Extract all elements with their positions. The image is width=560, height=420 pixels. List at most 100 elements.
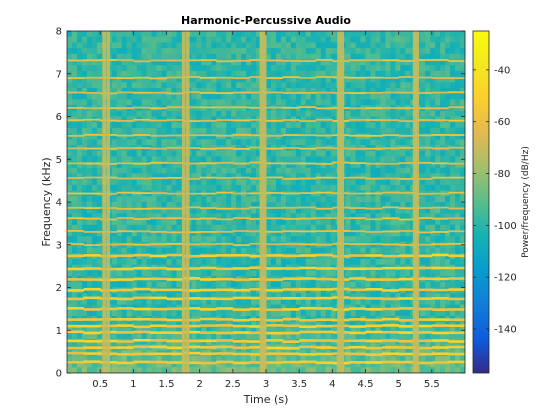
heatmap-cell [420, 196, 426, 203]
heatmap-cell [285, 179, 292, 186]
harmonic-band [249, 340, 267, 343]
heatmap-cell [425, 156, 431, 163]
heatmap-cell [445, 298, 451, 306]
heatmap-cell [71, 42, 78, 49]
heatmap-cell [166, 213, 173, 220]
heatmap-cell [156, 150, 163, 157]
heatmap-cell [275, 93, 282, 100]
heatmap-cell [246, 293, 252, 300]
heatmap-cell [251, 93, 257, 100]
heatmap-cell [280, 241, 287, 249]
heatmap-cell [226, 88, 232, 95]
heatmap-cell [270, 333, 277, 340]
heatmap-cell [325, 133, 332, 140]
heatmap-cell [221, 213, 227, 220]
heatmap-cell [91, 110, 98, 118]
heatmap-cell [71, 167, 78, 175]
heatmap-cell [141, 298, 148, 306]
heatmap-cell [400, 236, 406, 243]
heatmap-cell [270, 179, 277, 186]
heatmap-cell [300, 139, 307, 146]
heatmap-cell [226, 281, 232, 289]
heatmap-cell [425, 327, 431, 334]
heatmap-cell [430, 70, 436, 78]
heatmap-cell [111, 162, 118, 169]
heatmap-cell [400, 122, 406, 129]
heatmap-cell [251, 82, 257, 89]
heatmap-cell [455, 304, 461, 311]
heatmap-cell [256, 93, 262, 100]
heatmap-cell [425, 31, 431, 38]
heatmap-cell [320, 110, 327, 118]
heatmap-cell [440, 70, 446, 78]
heatmap-cell [91, 167, 98, 175]
harmonic-band [431, 352, 449, 356]
heatmap-cell [221, 53, 227, 61]
heatmap-cell [156, 293, 163, 300]
heatmap-cell [365, 31, 372, 38]
harmonic-band [348, 352, 366, 356]
heatmap-cell [96, 53, 103, 61]
heatmap-cell [370, 327, 377, 334]
heatmap-cell [390, 31, 396, 38]
heatmap-cell [445, 93, 451, 100]
heatmap-cell [241, 196, 247, 203]
heatmap-cell [390, 293, 396, 300]
heatmap-cell [211, 70, 217, 78]
heatmap-cell [196, 133, 202, 140]
heatmap-cell [216, 241, 222, 249]
heatmap-cell [395, 230, 401, 237]
heatmap-cell [395, 190, 401, 197]
heatmap-cell [196, 247, 202, 254]
heatmap-cell [131, 93, 138, 100]
heatmap-cell [315, 53, 322, 61]
heatmap-cell [156, 207, 163, 214]
heatmap-cell [116, 361, 123, 368]
heatmap-cell [370, 241, 377, 249]
heatmap-cell [345, 219, 352, 226]
heatmap-cell [151, 139, 158, 146]
heatmap-cell [146, 333, 153, 340]
heatmap-cell [325, 31, 332, 38]
heatmap-cell [405, 93, 411, 100]
heatmap-cell [211, 270, 217, 277]
heatmap-cell [285, 70, 292, 78]
heatmap-cell [256, 270, 262, 277]
heatmap-cell [440, 31, 446, 38]
heatmap-cell [131, 213, 138, 220]
heatmap-cell [375, 196, 382, 203]
heatmap-cell [121, 65, 128, 72]
heatmap-cell [370, 70, 377, 78]
heatmap-cell [176, 202, 183, 209]
heatmap-cell [290, 219, 297, 226]
heatmap-cell [236, 110, 242, 118]
heatmap-cell [266, 236, 272, 243]
heatmap-cell [450, 207, 456, 214]
heatmap-cell [241, 156, 247, 163]
heatmap-cell [146, 219, 153, 226]
heatmap-cell [76, 99, 83, 106]
heatmap-cell [350, 31, 357, 38]
heatmap-cell [305, 219, 312, 226]
heatmap-cell [315, 202, 322, 209]
heatmap-cell [151, 207, 158, 214]
harmonic-band [216, 307, 234, 310]
heatmap-cell [425, 367, 431, 373]
heatmap-cell [236, 259, 242, 266]
heatmap-cell [266, 338, 272, 346]
heatmap-cell [166, 76, 173, 83]
heatmap-cell [300, 36, 307, 43]
heatmap-cell [425, 207, 431, 214]
heatmap-cell [176, 333, 183, 340]
heatmap-cell [445, 247, 451, 254]
heatmap-cell [365, 184, 372, 192]
heatmap-cell [236, 298, 242, 306]
heatmap-cell [360, 270, 367, 277]
heatmap-cell [86, 304, 93, 311]
heatmap-cell [126, 281, 133, 289]
heatmap-cell [420, 82, 426, 89]
heatmap-cell [385, 196, 391, 203]
heatmap-cell [345, 127, 352, 135]
heatmap-cell [270, 127, 277, 135]
heatmap-cell [251, 327, 257, 334]
